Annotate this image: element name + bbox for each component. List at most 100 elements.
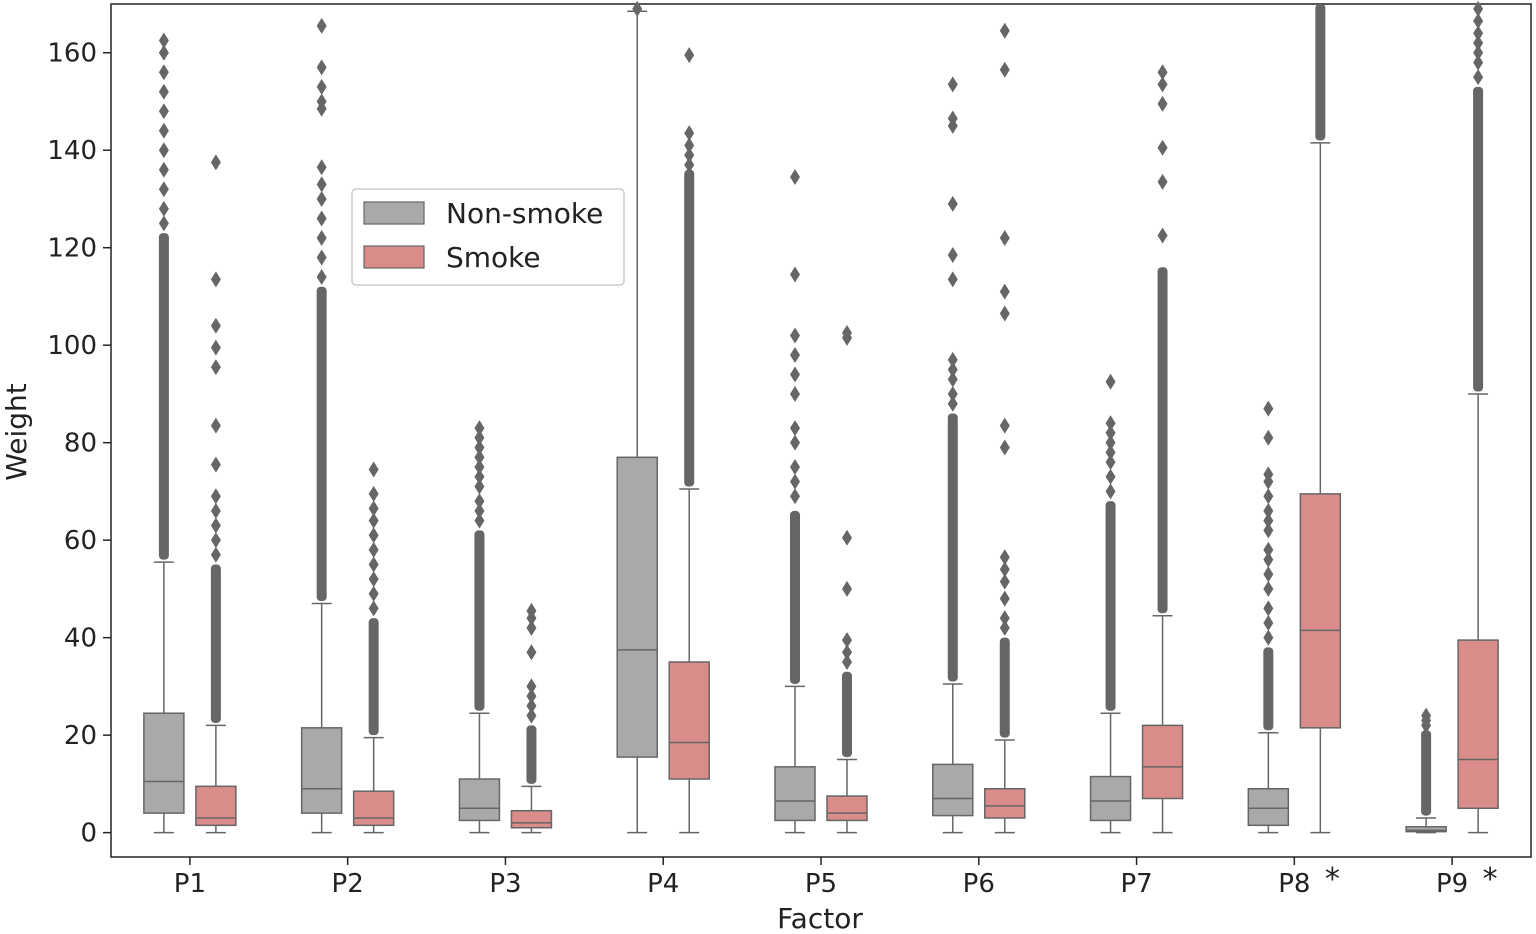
- box-iqr: [932, 763, 974, 817]
- outlier-point: [790, 169, 800, 186]
- outlier-point: [790, 346, 800, 363]
- box-iqr: [300, 727, 343, 814]
- box-iqr: [1247, 788, 1290, 827]
- outlier-point: [316, 268, 327, 285]
- outlier-point: [526, 688, 537, 705]
- x-axis-title: Factor: [777, 902, 863, 934]
- outlier-point: [790, 385, 800, 402]
- outlier-point: [999, 305, 1010, 322]
- y-tick-label: 60: [64, 526, 97, 556]
- y-tick-label: 120: [47, 234, 97, 264]
- outlier-point: [210, 154, 221, 171]
- outlier-point: [947, 271, 958, 288]
- box-p7-non-smoke: [1089, 373, 1132, 834]
- y-axis-ticks: 0 20 40 60 80 100 120 140 160: [47, 39, 111, 849]
- legend-swatch-smoke: [363, 245, 425, 269]
- outlier-point: [947, 371, 958, 388]
- outlier-point: [210, 517, 221, 534]
- outlier-point: [210, 488, 221, 505]
- box-p9-non-smoke: [1405, 707, 1447, 834]
- outlier-point: [474, 493, 485, 510]
- outlier-point: [158, 44, 169, 61]
- outlier-point: [999, 573, 1010, 590]
- y-tick-label: 40: [64, 624, 97, 654]
- box-p4-non-smoke: [616, 0, 658, 834]
- legend-swatch-non-smoke: [363, 201, 425, 225]
- box-p6-smoke: [984, 22, 1026, 834]
- outlier-point: [999, 283, 1010, 300]
- outlier-point: [1157, 139, 1168, 156]
- outlier-point: [1473, 69, 1484, 86]
- outlier-point: [316, 249, 327, 266]
- outlier-point: [158, 32, 169, 49]
- outlier-point: [316, 210, 327, 227]
- outlier-point: [999, 229, 1010, 246]
- outlier-point: [1105, 424, 1116, 441]
- box-iqr: [1405, 826, 1447, 833]
- outlier-point: [790, 327, 800, 344]
- outlier-point: [947, 361, 958, 378]
- significance-marks: * *: [1325, 862, 1498, 897]
- outlier-point: [316, 17, 327, 34]
- box-p7-smoke: [1141, 64, 1184, 834]
- outlier-point: [210, 317, 221, 334]
- box-iqr: [1141, 724, 1184, 800]
- outlier-point: [526, 619, 537, 636]
- outlier-point: [999, 610, 1010, 627]
- x-tick-label-p6: P6: [963, 869, 995, 899]
- outlier-band: [1473, 86, 1484, 392]
- significance-mark-p8: *: [1325, 862, 1340, 897]
- outlier-point: [526, 707, 537, 724]
- outlier-point: [158, 142, 169, 159]
- outlier-point: [158, 83, 169, 100]
- outlier-point: [210, 546, 221, 563]
- outlier-point: [842, 529, 852, 546]
- outlier-point: [474, 420, 485, 437]
- outlier-point: [526, 644, 537, 661]
- outlier-point: [1263, 629, 1274, 646]
- outlier-point: [526, 602, 537, 619]
- outlier-point: [368, 541, 379, 558]
- box-p8-non-smoke: [1247, 400, 1290, 834]
- outlier-point: [947, 395, 958, 412]
- outlier-point: [999, 590, 1010, 607]
- x-axis-ticks: P1 P2 P3 P4 P5 P6 P7 P8 P9: [174, 857, 1468, 899]
- outlier-point: [1263, 615, 1274, 632]
- outlier-point: [1105, 434, 1116, 451]
- outlier-point: [1421, 707, 1432, 724]
- outlier-point: [790, 434, 800, 451]
- box-p5-smoke: [826, 325, 868, 834]
- outlier-point: [1105, 468, 1116, 485]
- outlier-point: [947, 351, 958, 368]
- outlier-point: [474, 449, 485, 466]
- outlier-point: [210, 417, 221, 434]
- outlier-point: [210, 456, 221, 473]
- outlier-point: [368, 485, 379, 502]
- outlier-point: [790, 266, 800, 283]
- outlier-point: [947, 385, 958, 402]
- outlier-point: [1157, 95, 1168, 112]
- outlier-point: [368, 571, 379, 588]
- y-tick-label: 160: [47, 39, 97, 69]
- outlier-band: [526, 725, 537, 784]
- outlier-point: [684, 147, 695, 164]
- outlier-point: [842, 654, 852, 671]
- outlier-band: [684, 169, 695, 487]
- boxes-layer: [143, 0, 1499, 834]
- x-tick-label-p4: P4: [647, 869, 679, 899]
- outlier-point: [1263, 400, 1274, 417]
- box-iqr: [774, 766, 816, 822]
- box-p4-smoke: [668, 47, 710, 834]
- legend-label-smoke: Smoke: [446, 241, 541, 274]
- outlier-point: [1105, 483, 1116, 500]
- outlier-band: [842, 671, 852, 758]
- box-p2-non-smoke: [300, 17, 343, 834]
- outlier-point: [1105, 454, 1116, 471]
- box-p3-smoke: [510, 602, 553, 834]
- outlier-point: [947, 247, 958, 264]
- outlier-point: [158, 181, 169, 198]
- outlier-point: [684, 137, 695, 154]
- outlier-point: [368, 500, 379, 517]
- outlier-point: [947, 195, 958, 212]
